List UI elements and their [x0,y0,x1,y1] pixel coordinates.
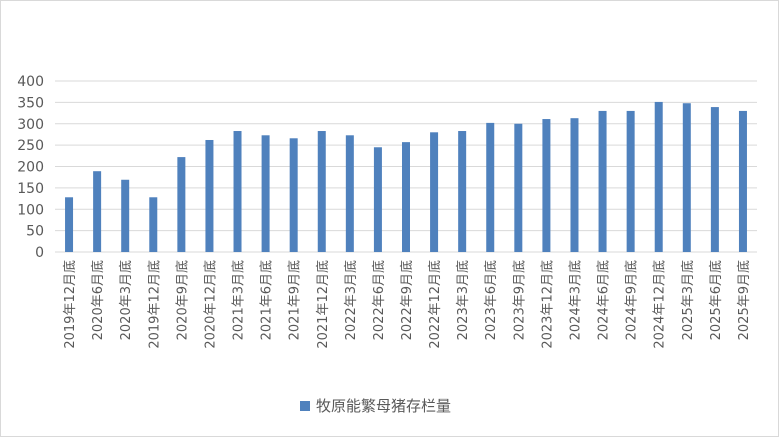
bar [682,103,691,252]
x-tick-label: 2023年12月底 [539,260,555,349]
x-tick-label: 2021年3月底 [231,260,247,340]
x-tick-label: 2021年6月底 [259,260,275,340]
bar [261,135,270,252]
x-tick-label: 2022年12月底 [427,260,443,349]
x-tick-label: 2020年12月底 [202,260,218,349]
y-tick-label: 0 [35,245,44,261]
bar [598,110,607,252]
y-tick-label: 200 [17,160,44,176]
legend-label: 牧原能繁母猪存栏量 [316,397,451,415]
bar [233,131,242,252]
bar [514,123,523,252]
bar [121,179,130,252]
x-tick-label: 2025年6月底 [708,260,724,340]
y-tick-label: 150 [17,181,44,197]
y-tick-label: 400 [17,74,44,90]
y-tick-label: 300 [17,117,44,133]
x-tick-label: 2022年3月底 [343,260,359,340]
bar [626,110,635,252]
x-tick-label: 2024年9月底 [624,260,640,340]
y-tick-label: 100 [17,202,44,218]
y-tick-label: 250 [17,138,44,154]
x-tick-label: 2020年9月底 [174,260,190,340]
bar [93,171,102,252]
x-tick-label: 2025年3月底 [680,260,696,340]
x-tick-label: 2020年6月底 [90,260,106,340]
bar [205,139,214,252]
bar [458,131,467,252]
bar [738,110,747,252]
bar [486,122,495,253]
bar [65,197,74,252]
bar [289,138,298,252]
x-tick-label: 2023年3月底 [455,260,471,340]
x-tick-label: 2023年9月底 [511,260,527,340]
legend-swatch [300,401,310,411]
bar [542,119,551,252]
bar [345,135,354,252]
y-tick-label: 350 [17,95,44,111]
bar [177,157,186,252]
x-tick-label: 2022年9月底 [399,260,415,340]
y-tick-label: 50 [26,224,44,240]
bar [402,142,410,252]
x-tick-label: 2019年12月底 [146,260,162,349]
x-tick-label: 2021年9月底 [287,260,303,340]
bar [654,101,663,252]
x-tick-label: 2019年12月底 [62,260,78,349]
bar [710,107,719,252]
legend: 牧原能繁母猪存栏量 [300,397,451,415]
x-tick-label: 2024年6月底 [596,260,612,340]
x-tick-label: 2020年3月底 [118,260,134,340]
x-tick-label: 2024年12月底 [652,260,668,349]
x-tick-label: 2022年6月底 [371,260,387,340]
bar [430,132,439,252]
bar [373,147,382,252]
x-tick-label: 2025年9月底 [736,260,752,340]
bar [317,131,326,252]
x-tick-label: 2021年12月底 [315,260,331,349]
bar [570,118,579,252]
x-tick-label: 2023年6月底 [483,260,499,340]
x-tick-label: 2024年3月底 [567,260,583,340]
bar [149,197,158,252]
